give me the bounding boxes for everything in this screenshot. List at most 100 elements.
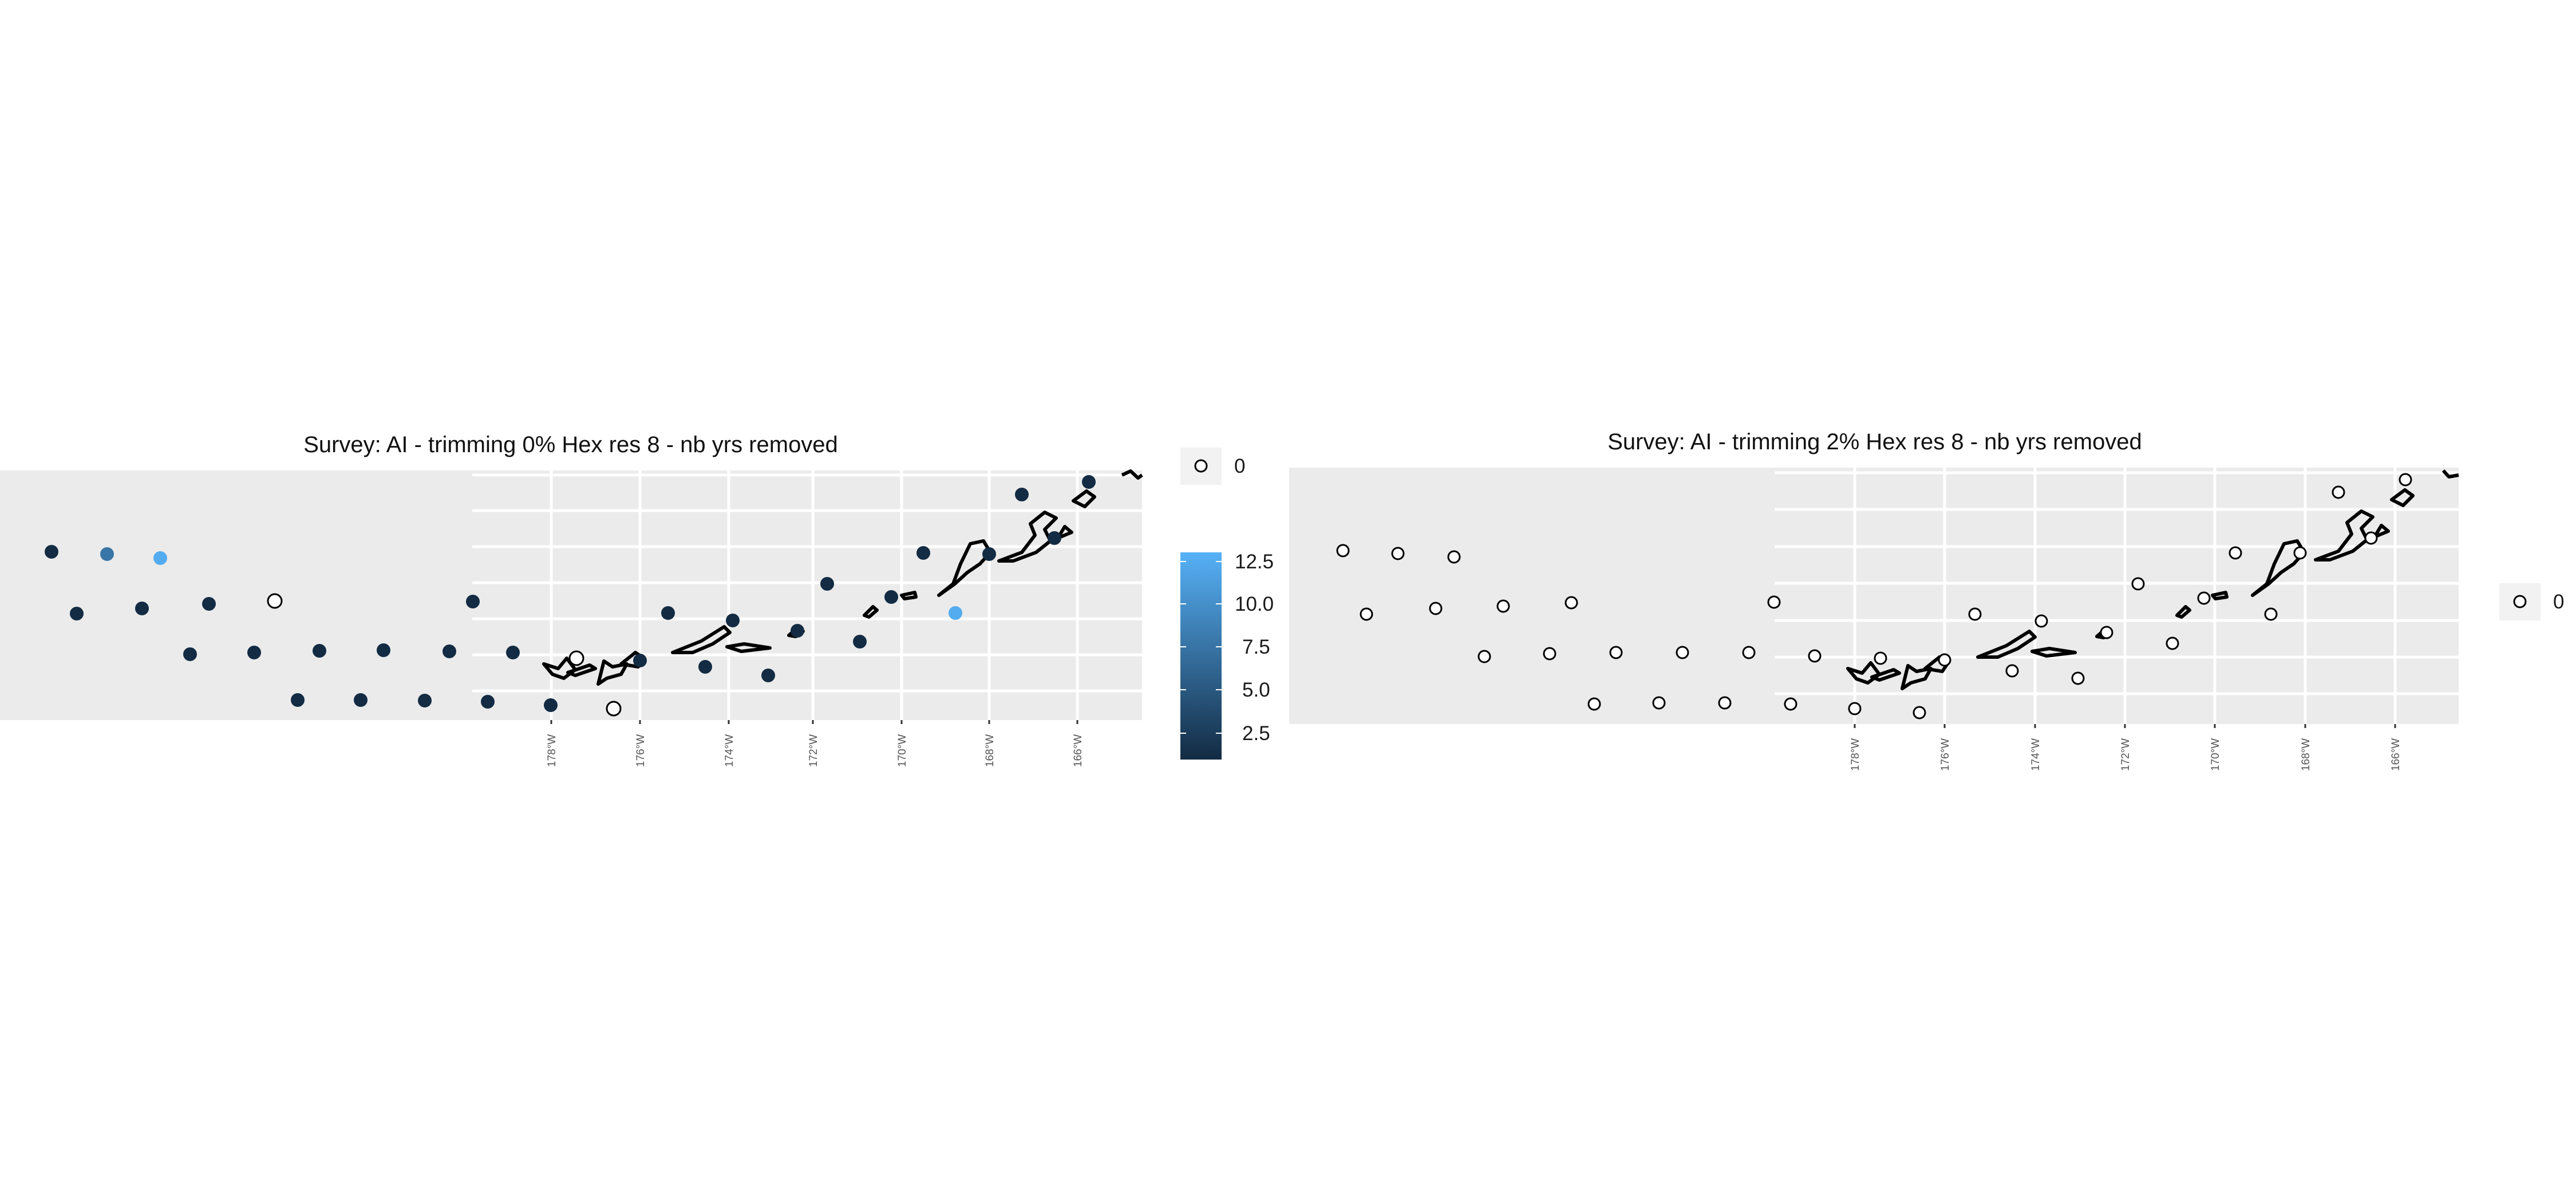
survey-point <box>2166 636 2179 650</box>
left-x-tick-1: 178°W <box>546 720 558 767</box>
left-island-10 <box>937 539 992 597</box>
right-x-tick-label: 168°W <box>2300 738 2312 771</box>
survey-point <box>949 606 962 620</box>
survey-point <box>1652 696 1666 710</box>
survey-point <box>1564 596 1578 610</box>
right-island-13 <box>2390 488 2415 507</box>
survey-point <box>354 693 368 707</box>
zero-legend-label: 0 <box>1234 455 1245 477</box>
left-x-tick-3: 174°W <box>724 720 736 767</box>
survey-point <box>633 654 647 667</box>
right-x-tick-4: 172°W <box>2120 724 2132 771</box>
left-x-tick-label: 168°W <box>984 734 996 767</box>
right-x-tick-7: 166°W <box>2390 724 2402 771</box>
left-island-14 <box>1121 469 1143 480</box>
survey-point <box>1048 531 1061 545</box>
left-x-tick-7: 166°W <box>1072 720 1084 767</box>
survey-point <box>1676 646 1689 659</box>
survey-point <box>698 660 712 674</box>
survey-point <box>853 635 867 649</box>
right-x-tick-6: 168°W <box>2300 724 2312 771</box>
right-x-tick-label: 170°W <box>2210 738 2222 771</box>
right-x-tick-3: 174°W <box>2030 724 2042 771</box>
zero-legend-symbol <box>2513 595 2527 608</box>
survey-point <box>1429 602 1443 615</box>
survey-point <box>884 590 898 604</box>
colorbar-legend: 12.5 10.0 7.5 5.0 2.5 <box>1180 551 1274 760</box>
right-island-5 <box>1976 630 2037 659</box>
left-x-tick-label: 172°W <box>808 734 820 767</box>
right-x-tick-label: 172°W <box>2120 738 2132 771</box>
left-island-6 <box>725 642 772 653</box>
survey-point <box>291 693 305 707</box>
survey-point <box>1718 696 1732 710</box>
survey-point <box>135 602 149 615</box>
survey-point <box>1938 653 1951 667</box>
survey-point <box>45 545 58 559</box>
right-panel-background <box>1775 468 2459 724</box>
right-island-8 <box>2175 605 2191 619</box>
left-map-panel: Survey: AI - trimming 0% Hex res 8 - nb … <box>0 432 1143 767</box>
survey-point <box>1609 646 1623 659</box>
survey-point <box>1913 706 1926 719</box>
right-x-axis-ticks: 178°W 176°W 174°W 172°W 170°W 168°W <box>1850 724 2402 771</box>
right-x-tick-label: 178°W <box>1850 738 1862 771</box>
colorbar-label: 10.0 <box>1235 593 1274 615</box>
survey-point <box>267 593 283 609</box>
left-x-tick-label: 178°W <box>546 734 558 767</box>
right-x-tick-label: 166°W <box>2390 738 2402 771</box>
zero-legend-symbol <box>1194 459 1208 473</box>
right-map-panel: Survey: AI - trimming 2% Hex res 8 - nb … <box>1289 429 2459 771</box>
survey-point <box>661 606 675 620</box>
survey-point <box>568 650 584 666</box>
right-island-11 <box>2314 509 2374 562</box>
right-x-tick-2: 176°W <box>1939 724 1951 771</box>
left-x-tick-4: 172°W <box>808 720 820 767</box>
survey-point <box>1742 646 1756 659</box>
left-island-13 <box>1072 489 1096 508</box>
left-zero-legend: 0 <box>1180 448 1245 485</box>
survey-point <box>2100 626 2113 639</box>
left-survey-points <box>45 475 1096 717</box>
left-x-tick-label: 174°W <box>724 734 736 767</box>
survey-point <box>1477 650 1491 663</box>
zero-legend-label: 0 <box>2553 591 2564 613</box>
survey-point <box>1391 547 1405 560</box>
survey-point <box>1767 595 1781 609</box>
survey-point <box>313 644 326 658</box>
survey-point <box>153 551 167 565</box>
left-x-tick-6: 168°W <box>984 720 996 767</box>
right-panel-background-west <box>1289 468 1775 724</box>
survey-point <box>916 546 930 560</box>
left-gridlines <box>472 470 1142 720</box>
survey-point <box>2229 546 2242 560</box>
survey-point <box>1447 550 1461 564</box>
left-x-tick-label: 166°W <box>1072 734 1084 767</box>
colorbar-label: 7.5 <box>1242 636 1270 658</box>
survey-point <box>1543 647 1556 661</box>
survey-point <box>1496 599 1510 613</box>
colorbar-ticks: 12.5 10.0 7.5 5.0 2.5 <box>1180 551 1274 745</box>
survey-point <box>2264 607 2278 621</box>
left-panel-title: Survey: AI - trimming 0% Hex res 8 - nb … <box>303 432 838 457</box>
left-x-axis-ticks: 178°W 176°W 174°W 172°W 170°W 168°W <box>546 720 1084 767</box>
survey-point <box>2293 546 2307 560</box>
left-x-tick-label: 176°W <box>635 734 647 767</box>
survey-point <box>544 698 558 712</box>
survey-point <box>202 597 216 611</box>
survey-point <box>2131 577 2145 591</box>
survey-point <box>481 695 495 709</box>
right-x-tick-5: 170°W <box>2210 724 2222 771</box>
right-zero-legend: 0 <box>2499 583 2564 620</box>
survey-point <box>2197 591 2211 605</box>
survey-point <box>70 607 84 620</box>
right-survey-points <box>1336 473 2412 719</box>
colorbar-label: 5.0 <box>1242 679 1270 701</box>
right-x-tick-1: 178°W <box>1850 724 1862 771</box>
survey-point <box>1360 607 1373 621</box>
survey-point <box>183 647 197 661</box>
survey-point <box>820 577 834 591</box>
survey-point <box>761 669 775 682</box>
survey-point <box>1015 488 1029 501</box>
